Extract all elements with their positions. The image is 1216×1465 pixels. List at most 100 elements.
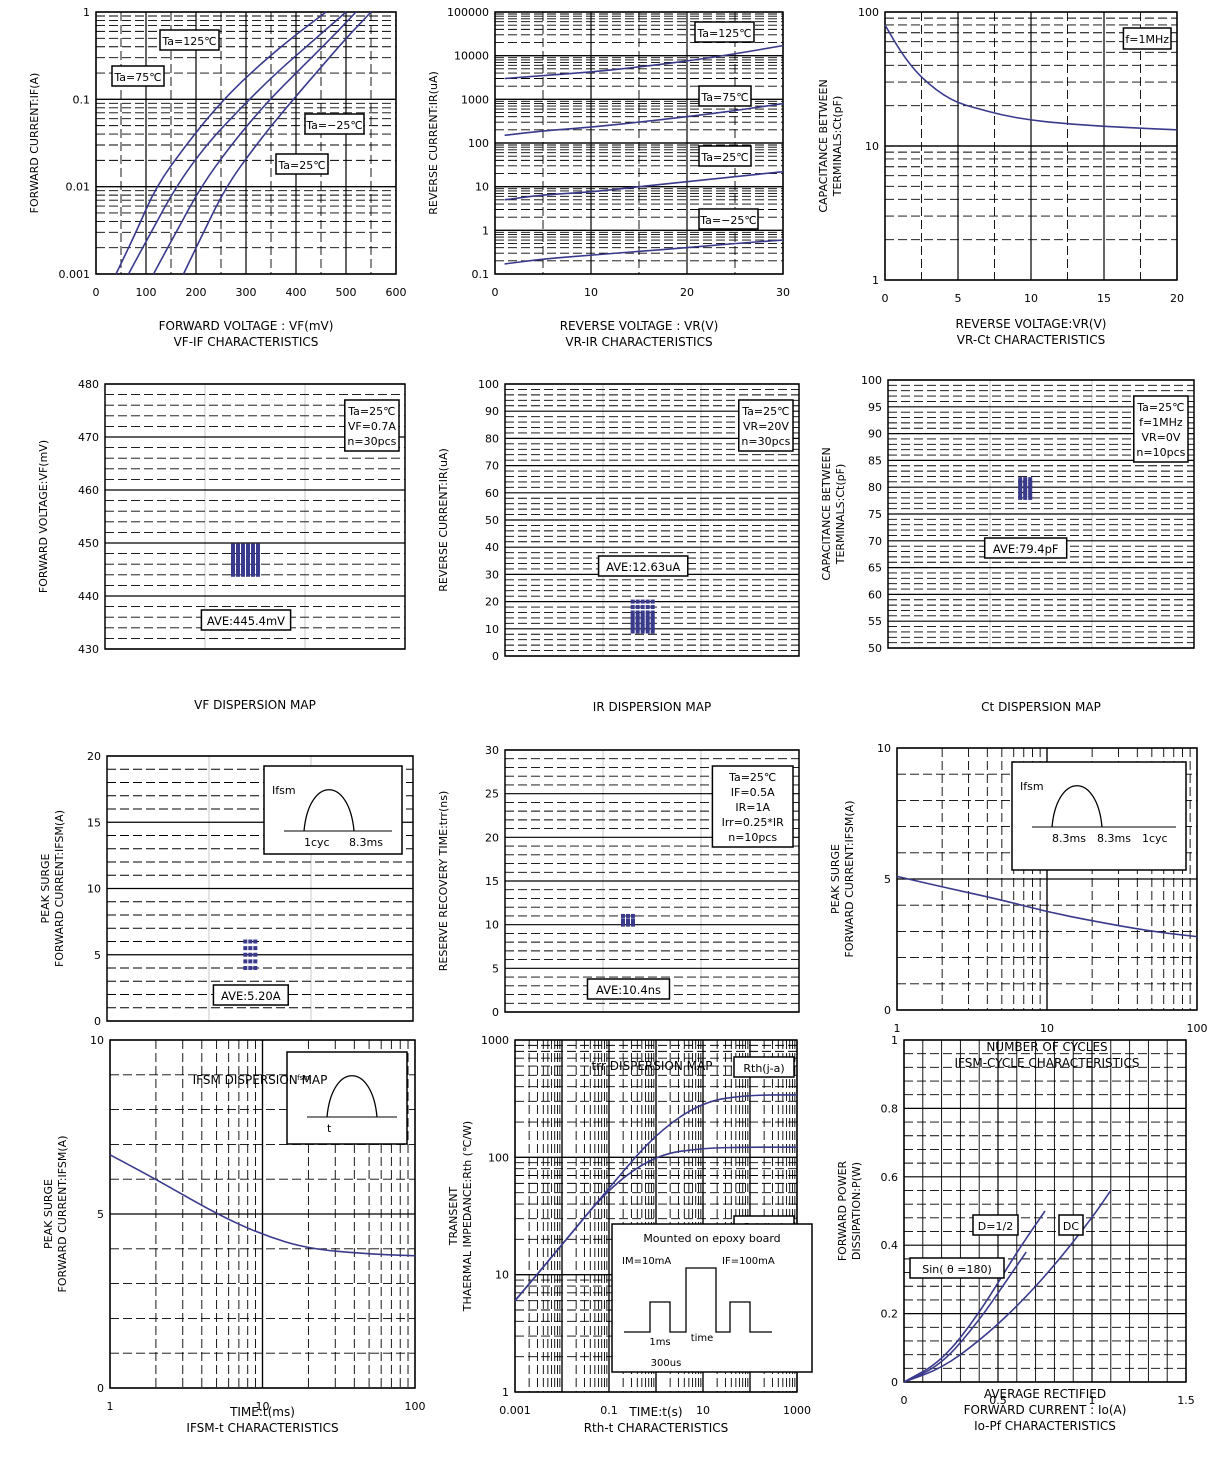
data-point: [625, 922, 630, 927]
chart-caption: TIME:t(s): [629, 1405, 683, 1419]
data-point: [650, 605, 655, 610]
waveform: [1051, 785, 1103, 828]
inset-text: t: [327, 1122, 332, 1135]
x-tick-label: 5: [955, 292, 962, 305]
data-point: [231, 548, 235, 553]
y-tick-label: 100: [861, 374, 882, 387]
y-tick-label: 60: [485, 487, 499, 500]
plot-frame: [95, 11, 397, 275]
y-axis-label: FORWARD CURRENT:IF(A): [28, 73, 41, 214]
data-point: [248, 939, 253, 944]
condition-text: IR=1A: [735, 801, 770, 814]
data-point: [246, 556, 250, 561]
data-point: [253, 939, 258, 944]
y-tick-label: 10: [865, 140, 879, 153]
chart-vr-ct: 1 10 100 0 5 10 15 20 CAPACITANCE BETWEEN TERMINA…: [817, 6, 1184, 305]
data-point: [253, 959, 258, 964]
data-point: [625, 913, 630, 918]
chart-caption: Rth-t CHARACTERISTICS: [583, 1421, 729, 1435]
x-tick-label: 100: [1187, 1022, 1208, 1035]
data-point: [243, 939, 248, 944]
y-axis-label: DISSIPATION:P(W): [850, 1162, 863, 1260]
data-point: [246, 551, 250, 556]
data-point: [246, 548, 250, 553]
data-point: [251, 551, 255, 556]
series-line: [903, 1251, 1027, 1383]
data-point: [231, 559, 235, 564]
waveform-inset: [263, 765, 403, 855]
data-point: [1023, 490, 1028, 495]
data-point: [241, 559, 245, 564]
data-point: [241, 554, 245, 559]
data-point: [650, 610, 655, 615]
x-tick-label: 100: [405, 1400, 426, 1413]
temperature-label: Ta=25℃: [700, 151, 748, 164]
chart-caption: TIME:t(ms): [230, 1405, 295, 1419]
temperature-label: Ta=25℃: [277, 159, 325, 172]
data-point: [645, 605, 650, 610]
data-point: [231, 562, 235, 567]
y-tick-label: 1: [83, 6, 90, 19]
data-point: [650, 613, 655, 618]
data-point: [256, 567, 260, 572]
data-point: [650, 599, 655, 604]
y-tick-label: 80: [485, 432, 499, 445]
data-point: [231, 554, 235, 559]
data-point: [241, 570, 245, 575]
inset-text: Ifsm: [272, 784, 296, 797]
data-point: [1018, 482, 1023, 487]
series-line: [504, 102, 784, 137]
data-point: [1023, 495, 1028, 500]
series-line: [884, 24, 1178, 131]
data-point: [635, 599, 640, 604]
data-point: [630, 613, 635, 618]
series-line: [152, 11, 357, 275]
data-point: [246, 546, 250, 551]
data-point: [236, 559, 240, 564]
y-tick-label: 1000: [481, 1034, 509, 1047]
series-tag: [972, 1214, 1019, 1236]
y-tick-label: 0.1: [472, 268, 490, 281]
data-point: [251, 562, 255, 567]
condition-text: Ta=25℃: [741, 405, 789, 418]
y-tick-label: 5: [97, 1208, 104, 1221]
y-axis-label: FORWARD VOLTAGE:VF(mV): [37, 440, 50, 593]
data-point: [645, 613, 650, 618]
y-axis-label: TRANSENT: [447, 1186, 460, 1246]
y-tick-label: 450: [78, 537, 99, 550]
data-point: [645, 626, 650, 631]
data-point: [645, 629, 650, 634]
y-tick-label: 10: [87, 883, 101, 896]
data-point: [253, 952, 258, 957]
data-point: [246, 570, 250, 575]
y-tick-label: 90: [868, 428, 882, 441]
data-point: [241, 562, 245, 567]
data-point: [241, 548, 245, 553]
data-point: [630, 922, 635, 927]
x-tick-label: 15: [1097, 292, 1111, 305]
grid: [95, 11, 397, 275]
data-point: [650, 621, 655, 626]
data-point: [620, 922, 625, 927]
temperature-tag: [275, 153, 329, 175]
condition-text: Ta=25℃: [1136, 401, 1184, 414]
data-point: [248, 959, 253, 964]
data-point: [251, 546, 255, 551]
temperature-label: Ta=125℃: [696, 27, 751, 40]
y-tick-label: 15: [485, 875, 499, 888]
y-axis-label: CAPACITANCE BETWEEN: [817, 79, 830, 212]
y-tick-label: 480: [78, 378, 99, 391]
data-point: [243, 952, 248, 957]
chart-caption: REVERSE VOLTAGE:VR(V): [955, 317, 1107, 331]
x-tick-label: 10: [1040, 1022, 1054, 1035]
data-point: [645, 610, 650, 615]
y-tick-label: 5: [884, 873, 891, 886]
y-tick-label: 100: [488, 1151, 509, 1164]
data-point: [1018, 477, 1023, 482]
data-point: [640, 624, 645, 629]
data-point: [635, 610, 640, 615]
temperature-tag: [304, 113, 365, 135]
data-point: [1028, 485, 1033, 490]
average-label: AVE:79.4pF: [993, 542, 1059, 556]
